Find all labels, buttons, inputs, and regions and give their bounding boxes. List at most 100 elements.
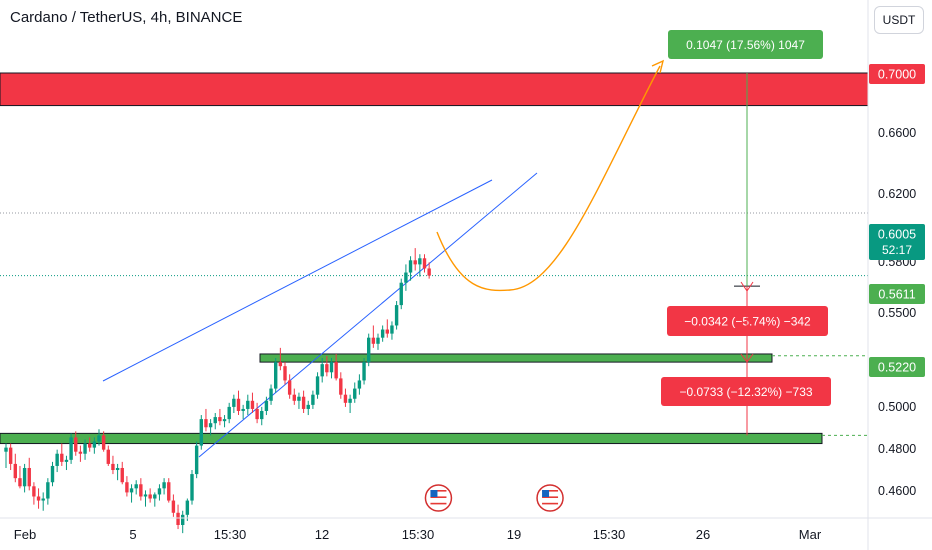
x-axis: Feb 5 15:30 12 15:30 19 15:30 26 Mar	[0, 517, 932, 542]
candle-body	[292, 394, 296, 401]
candle-body	[194, 445, 199, 475]
y-tick-label: 0.6600	[878, 126, 916, 140]
candle-body	[260, 410, 264, 420]
zone-support-lower	[0, 432, 823, 445]
lower-trendline	[198, 172, 538, 458]
candle-body	[157, 488, 162, 495]
candle-body	[408, 260, 413, 273]
candle-body	[115, 467, 120, 471]
candle-body	[83, 443, 87, 454]
candle-body	[36, 496, 41, 501]
measure-label: −0.0342 (−5.74%) −342	[684, 315, 811, 329]
flag-stripe	[430, 496, 447, 498]
candle-body	[13, 463, 17, 479]
candle-body	[399, 282, 403, 306]
x-tick-label: 26	[696, 527, 710, 542]
x-tick-label: 12	[315, 527, 329, 542]
trendlines-layer	[102, 172, 538, 458]
candle-body	[348, 398, 352, 403]
y-tick-label: 0.4800	[878, 442, 916, 456]
candle-body	[8, 447, 13, 464]
guide-lines-layer	[0, 212, 868, 436]
us-flag-icon[interactable]	[536, 484, 564, 512]
zones-layer	[0, 72, 869, 445]
flag-stripe	[430, 493, 447, 495]
candle-body	[315, 376, 320, 395]
candle-body	[4, 447, 8, 452]
candle-body	[134, 484, 138, 489]
candle-body	[46, 482, 50, 499]
events-layer	[424, 484, 564, 512]
candle-body	[371, 337, 376, 344]
candle-body	[367, 337, 371, 363]
y-tick-label: 0.6200	[878, 187, 916, 201]
candles-layer	[4, 248, 431, 534]
candle-body	[427, 268, 431, 276]
measure-label: −0.0733 (−12.32%) −733	[679, 385, 812, 399]
flag-stripe	[542, 490, 559, 492]
x-tick-label: 5	[129, 527, 136, 542]
measure-arrow	[740, 281, 754, 292]
x-tick-label: Mar	[799, 527, 822, 542]
candle-body	[325, 364, 329, 373]
candle-body	[329, 362, 334, 373]
price-tag-label: 0.5611	[878, 288, 915, 302]
price-tag	[869, 357, 925, 377]
candle-body	[88, 443, 92, 448]
measure-layer: 0.1047 (17.56%) 1047 −0.0342 (−5.74%) −34…	[661, 30, 831, 436]
candle-body	[306, 404, 310, 409]
price-tag-label: 0.7000	[878, 68, 916, 82]
candle-body	[208, 423, 213, 428]
us-flag-icon[interactable]	[424, 484, 453, 512]
candle-body	[269, 388, 273, 401]
candle-body	[181, 514, 185, 525]
candle-body	[297, 396, 301, 401]
candle-body	[241, 408, 245, 411]
x-tick-label: 19	[507, 527, 521, 542]
candle-body	[69, 437, 73, 460]
candle-body	[213, 417, 217, 424]
candle-body	[236, 398, 241, 411]
candle-body	[92, 441, 97, 448]
candle-body	[64, 459, 69, 462]
candle-body	[353, 388, 357, 399]
candle-body	[320, 364, 324, 377]
candle-body	[362, 362, 366, 381]
candle-body	[204, 419, 208, 428]
x-tick-label: Feb	[14, 527, 36, 542]
x-tick-label: 15:30	[214, 527, 247, 542]
candle-body	[287, 380, 292, 395]
candle-body	[380, 329, 385, 338]
price-tag	[869, 64, 925, 84]
projection-arrowhead	[651, 59, 665, 74]
candle-body	[334, 362, 338, 379]
flag-stripe	[542, 496, 559, 498]
candle-body	[246, 400, 250, 409]
upper-trendline	[102, 179, 493, 382]
candle-body	[385, 329, 389, 334]
candle-body	[413, 260, 417, 265]
zone-support-upper	[259, 353, 773, 363]
candle-body	[357, 380, 362, 389]
candle-body	[199, 419, 203, 446]
flag-stripe	[430, 502, 447, 505]
candle-body	[125, 482, 129, 493]
currency-button[interactable]: USDT	[874, 6, 924, 34]
y-tick-label: 0.5000	[878, 400, 916, 414]
candle-body	[27, 467, 31, 487]
candle-body	[422, 258, 427, 269]
zone-resistance	[0, 72, 869, 107]
candle-body	[227, 406, 231, 420]
candle-body	[74, 437, 78, 452]
candle-body	[111, 463, 115, 471]
candle-body	[143, 494, 148, 497]
candle-body	[394, 305, 399, 326]
candle-body	[311, 394, 315, 405]
projection-layer	[436, 59, 665, 292]
candle-body	[255, 408, 259, 420]
measure-label: 0.1047 (17.56%) 1047	[686, 38, 805, 52]
candle-body	[22, 467, 27, 487]
x-tick-label: 15:30	[402, 527, 435, 542]
